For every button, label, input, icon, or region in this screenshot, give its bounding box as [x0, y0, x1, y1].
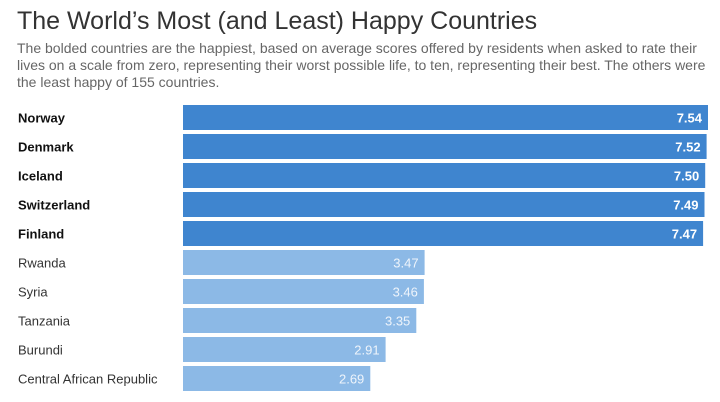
bar-central-african-republic [183, 366, 371, 391]
category-label-tanzania: Tanzania [18, 314, 71, 329]
bar-tanzania [183, 308, 417, 333]
category-label-denmark: Denmark [18, 140, 74, 155]
bar-finland [183, 221, 704, 246]
category-label-central-african-republic: Central African Republic [18, 372, 158, 387]
category-label-rwanda: Rwanda [18, 256, 66, 271]
bar-iceland [183, 163, 706, 188]
bar-norway [183, 105, 708, 130]
value-label-finland: 7.47 [672, 227, 697, 242]
value-label-denmark: 7.52 [675, 140, 700, 155]
chart-subtitle: The bolded countries are the happiest, b… [17, 40, 706, 90]
category-label-burundi: Burundi [18, 343, 63, 358]
value-label-iceland: 7.50 [674, 169, 699, 184]
value-label-burundi: 2.91 [354, 343, 379, 358]
category-label-syria: Syria [18, 285, 48, 300]
bar-syria [183, 279, 424, 304]
category-label-switzerland: Switzerland [18, 198, 90, 213]
category-label-iceland: Iceland [18, 169, 63, 184]
value-label-central-african-republic: 2.69 [339, 372, 364, 387]
bar-burundi [183, 337, 386, 362]
bar-switzerland [183, 192, 705, 217]
value-label-tanzania: 3.35 [385, 314, 410, 329]
value-label-rwanda: 3.47 [393, 256, 418, 271]
bar-denmark [183, 134, 707, 159]
chart-title: The World’s Most (and Least) Happy Count… [17, 7, 538, 35]
category-label-finland: Finland [18, 227, 64, 242]
category-label-norway: Norway [18, 111, 66, 126]
value-label-norway: 7.54 [677, 111, 703, 126]
value-label-syria: 3.46 [393, 285, 418, 300]
bar-rwanda [183, 250, 425, 275]
value-label-switzerland: 7.49 [673, 198, 698, 213]
